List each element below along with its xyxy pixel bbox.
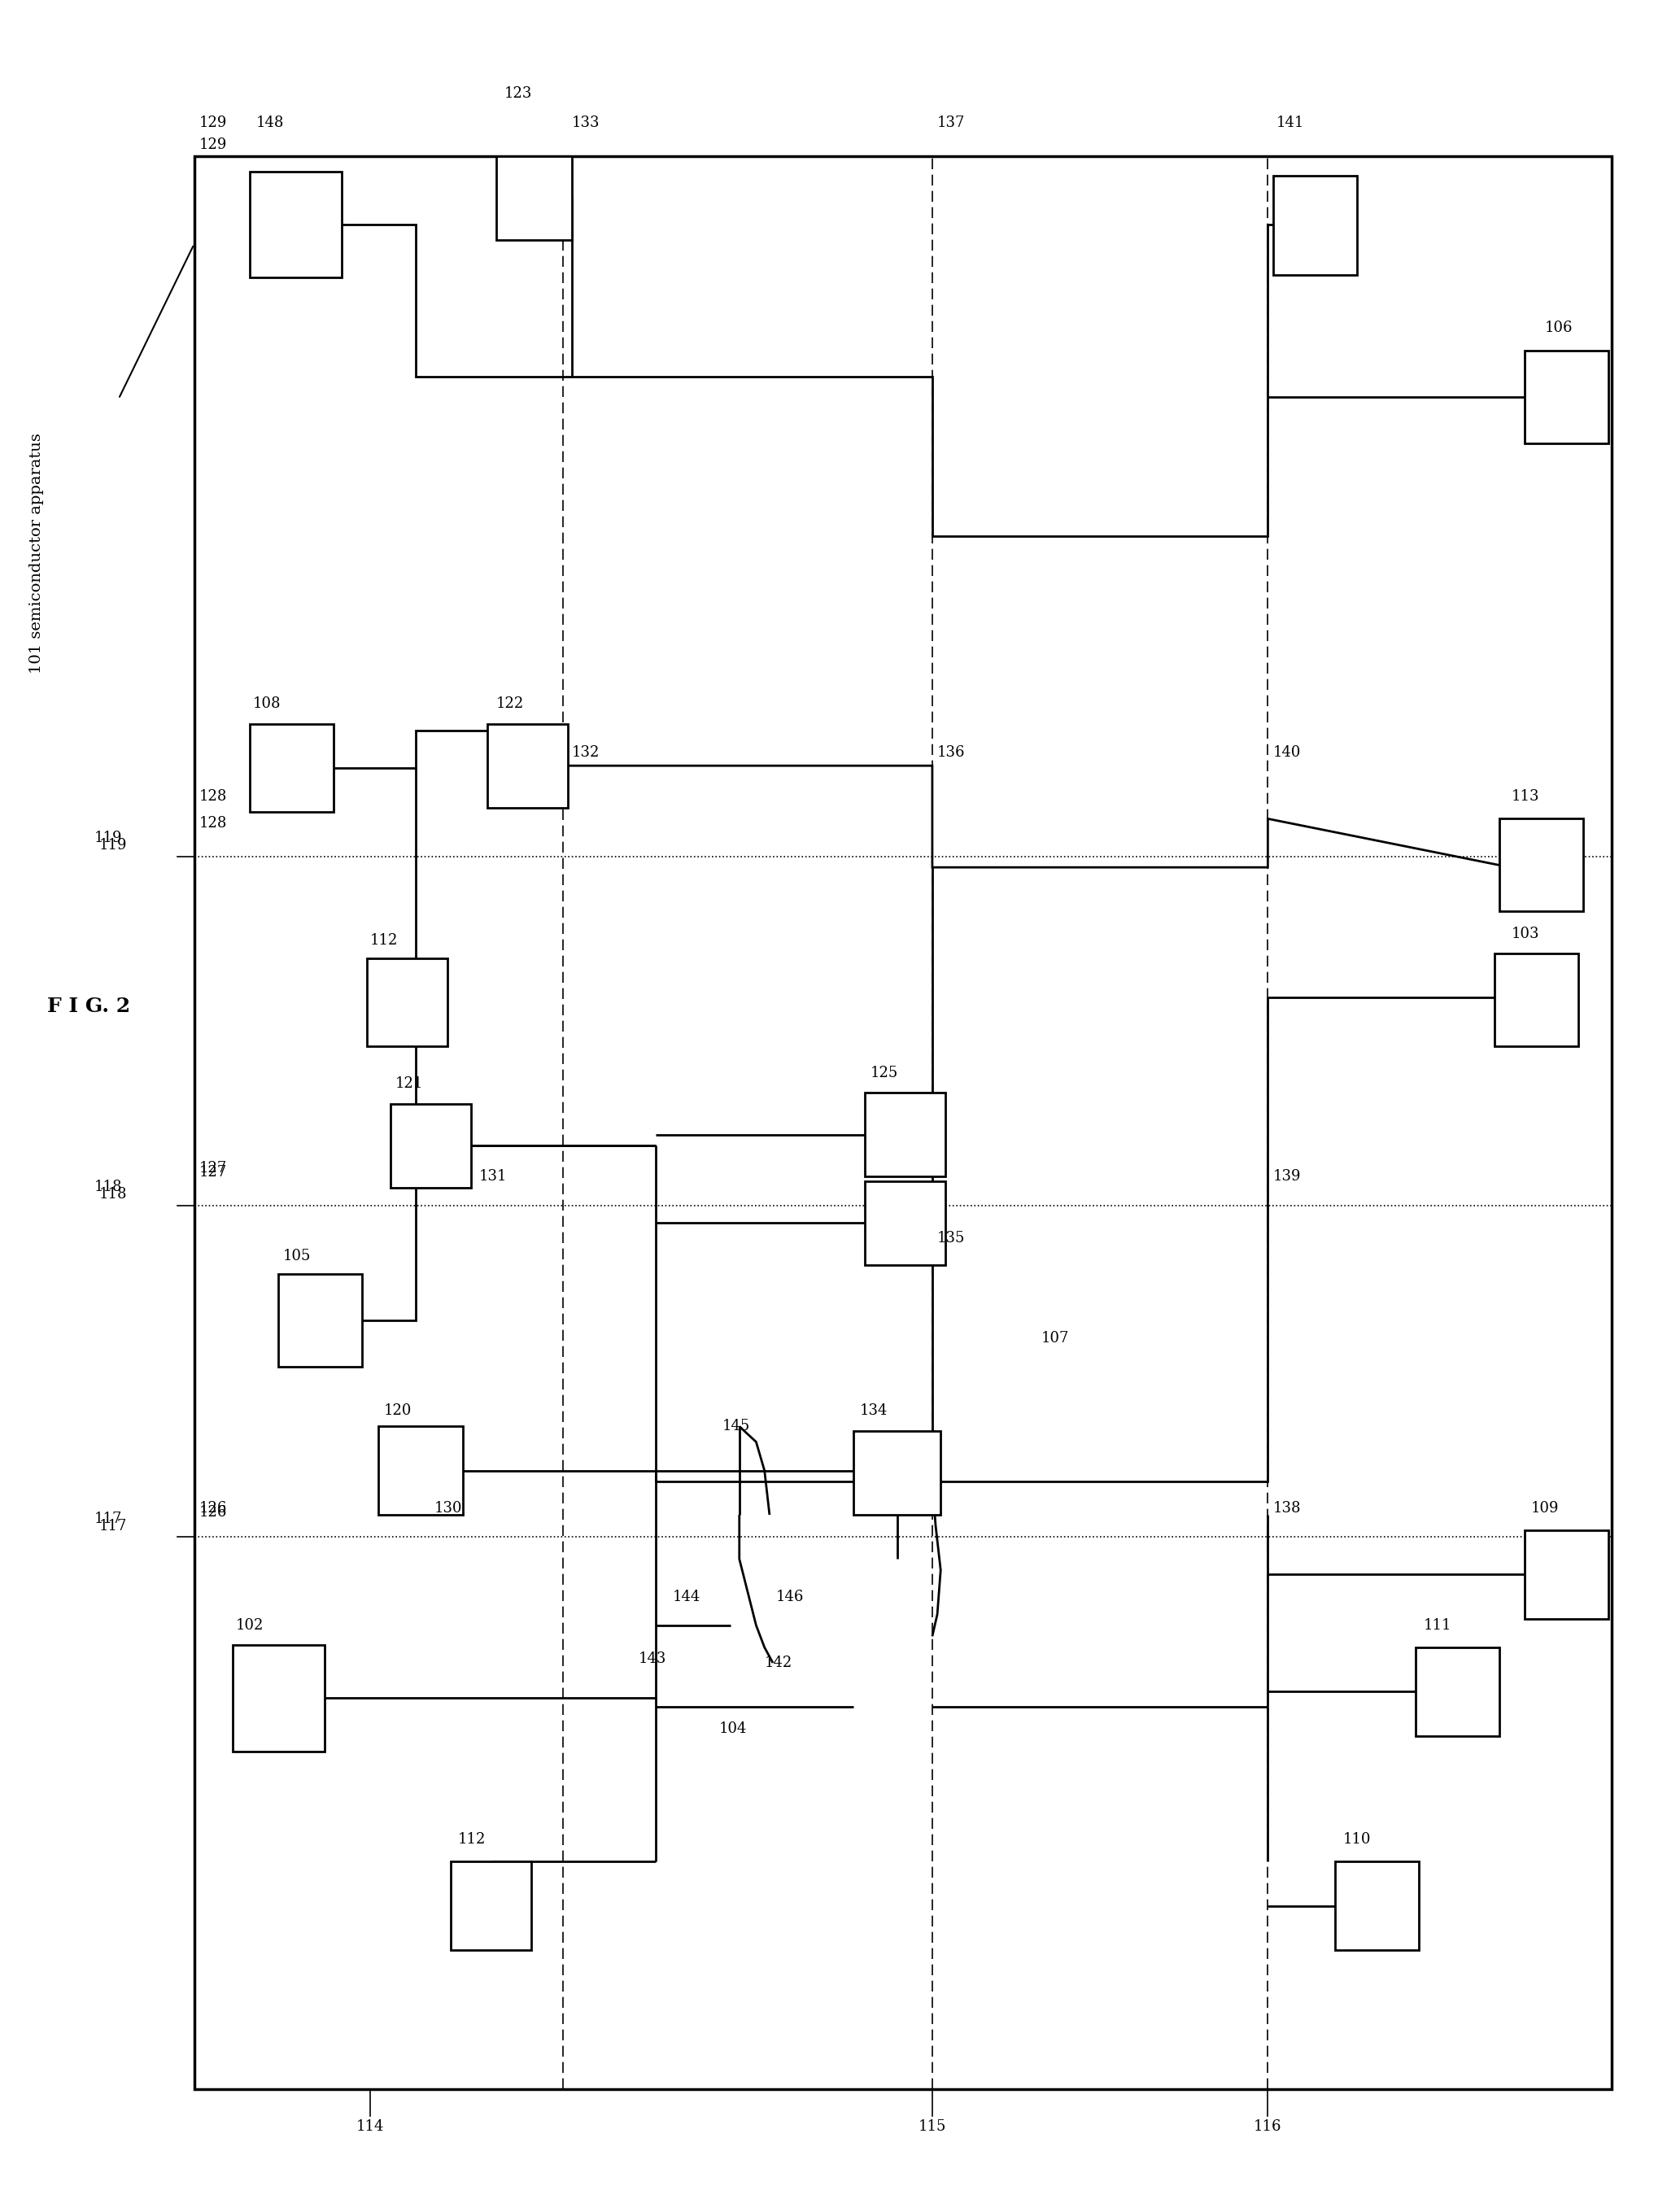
Bar	[390, 1104, 470, 1188]
Text: 129: 129	[200, 137, 227, 153]
Text: 140: 140	[1273, 745, 1300, 759]
Text: 134: 134	[860, 1405, 889, 1418]
Text: 114: 114	[356, 2119, 385, 2135]
Text: 108: 108	[252, 697, 281, 710]
Text: 111: 111	[1425, 1617, 1452, 1632]
Bar	[487, 723, 568, 807]
Text: 127: 127	[200, 1161, 227, 1175]
Text: 125: 125	[870, 1066, 899, 1079]
Text: 115: 115	[919, 2119, 946, 2135]
Text: 148: 148	[255, 115, 284, 131]
Text: 103: 103	[1510, 927, 1539, 940]
Text: 131: 131	[479, 1170, 507, 1183]
Text: 132: 132	[571, 745, 600, 759]
Text: 123: 123	[504, 86, 533, 102]
Bar	[1494, 953, 1578, 1046]
Text: 118: 118	[94, 1179, 123, 1194]
Text: 121: 121	[395, 1077, 423, 1091]
Bar	[1524, 349, 1608, 442]
Bar	[195, 155, 1611, 2090]
Text: 117: 117	[99, 1517, 128, 1533]
Text: 118: 118	[99, 1188, 128, 1201]
Text: 109: 109	[1530, 1502, 1559, 1515]
Text: 120: 120	[383, 1405, 412, 1418]
Bar	[496, 155, 571, 239]
Text: 104: 104	[719, 1721, 748, 1736]
Text: 137: 137	[937, 115, 966, 131]
Text: 133: 133	[571, 115, 600, 131]
Text: 112: 112	[457, 1832, 486, 1847]
Bar	[1336, 1863, 1420, 1951]
Text: 143: 143	[638, 1650, 667, 1666]
Bar	[1499, 818, 1583, 911]
Text: 139: 139	[1273, 1170, 1300, 1183]
Bar	[865, 1093, 946, 1177]
Text: 110: 110	[1344, 1832, 1371, 1847]
Text: 135: 135	[937, 1232, 966, 1245]
Bar	[1524, 1531, 1608, 1619]
Bar	[378, 1427, 462, 1515]
Bar	[249, 723, 333, 812]
Text: 129: 129	[200, 115, 227, 131]
Bar	[366, 958, 447, 1046]
Bar	[865, 1181, 946, 1265]
Bar	[450, 1863, 531, 1951]
Text: 119: 119	[94, 832, 123, 845]
Text: 102: 102	[235, 1617, 264, 1632]
Text: 126: 126	[200, 1502, 227, 1515]
Text: 101 semiconductor apparatus: 101 semiconductor apparatus	[30, 434, 44, 672]
Bar	[249, 170, 341, 276]
Text: 126: 126	[200, 1506, 227, 1520]
Text: 146: 146	[776, 1588, 805, 1604]
Text: 112: 112	[370, 933, 398, 947]
Text: 107: 107	[1042, 1332, 1068, 1345]
Text: 141: 141	[1277, 115, 1304, 131]
Text: 128: 128	[200, 790, 227, 803]
Text: 136: 136	[937, 745, 966, 759]
Text: 116: 116	[1253, 2119, 1282, 2135]
Text: 117: 117	[94, 1511, 123, 1526]
Text: 144: 144	[672, 1588, 701, 1604]
Text: 142: 142	[764, 1655, 793, 1670]
Text: 122: 122	[496, 697, 524, 710]
Text: 113: 113	[1510, 790, 1539, 803]
Bar	[853, 1431, 941, 1515]
Text: 128: 128	[200, 816, 227, 830]
Text: 127: 127	[200, 1166, 227, 1179]
Bar	[1273, 175, 1357, 274]
Text: F I G. 2: F I G. 2	[47, 998, 129, 1015]
Text: 105: 105	[282, 1250, 311, 1263]
Text: 119: 119	[99, 838, 128, 852]
Text: 130: 130	[433, 1502, 462, 1515]
Bar	[1416, 1648, 1499, 1736]
Bar	[232, 1646, 324, 1752]
Text: 145: 145	[722, 1420, 751, 1433]
Text: 106: 106	[1544, 321, 1572, 336]
Text: 138: 138	[1273, 1502, 1300, 1515]
Bar	[277, 1274, 361, 1367]
